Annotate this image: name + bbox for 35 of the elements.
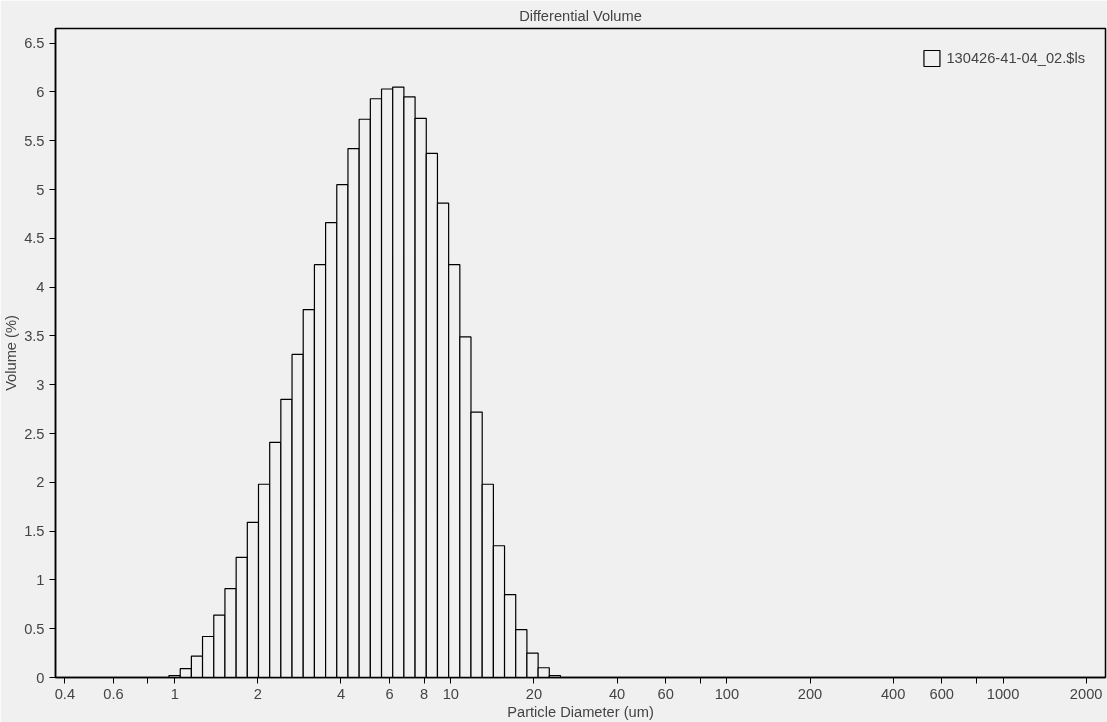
y-tick-label: 2 — [36, 474, 45, 491]
y-tick-label: 4 — [36, 279, 45, 296]
x-tick-label: 20 — [525, 685, 543, 702]
x-tick-label: 200 — [797, 685, 823, 702]
x-tick-label: 2000 — [1069, 685, 1103, 702]
y-tick-label: 0 — [36, 669, 45, 686]
chart-title: Differential Volume — [519, 7, 642, 24]
y-tick-label: 5 — [36, 181, 45, 198]
x-tick-label: 0.4 — [54, 685, 76, 702]
x-tick-label: 1000 — [986, 685, 1020, 702]
y-axis-title: Volume (%) — [3, 315, 20, 391]
y-tick-label: 5.5 — [24, 132, 45, 149]
x-tick-label: 10 — [442, 685, 459, 702]
x-axis-title: Particle Diameter (um) — [507, 703, 654, 720]
x-tick-label: 4 — [336, 685, 346, 702]
x-tick-label: 400 — [880, 685, 906, 702]
x-tick-label: 1 — [170, 685, 179, 702]
y-tick-label: 0.5 — [24, 620, 45, 637]
legend-label: 130426-41-04_02.$ls — [946, 50, 1085, 66]
x-tick-label: 100 — [714, 685, 740, 702]
y-tick-label: 3 — [36, 376, 45, 393]
y-tick-label: 4.5 — [24, 230, 45, 247]
x-tick-label: 0.6 — [103, 685, 124, 702]
y-tick-label: 3.5 — [24, 327, 45, 344]
x-tick-label: 600 — [929, 685, 955, 702]
y-tick-label: 1.5 — [24, 523, 45, 540]
y-tick-label: 2.5 — [24, 425, 45, 442]
y-tick-label: 6 — [36, 83, 45, 100]
x-tick-label: 60 — [657, 685, 674, 702]
x-tick-label: 40 — [608, 685, 626, 702]
x-tick-label: 8 — [420, 685, 429, 702]
y-tick-label: 1 — [36, 571, 45, 588]
x-tick-label: 2 — [253, 685, 262, 702]
x-tick-label: 6 — [385, 685, 394, 702]
y-tick-label: 6.5 — [24, 35, 45, 52]
